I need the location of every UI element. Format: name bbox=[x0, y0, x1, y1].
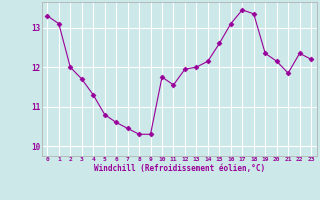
X-axis label: Windchill (Refroidissement éolien,°C): Windchill (Refroidissement éolien,°C) bbox=[94, 164, 265, 173]
